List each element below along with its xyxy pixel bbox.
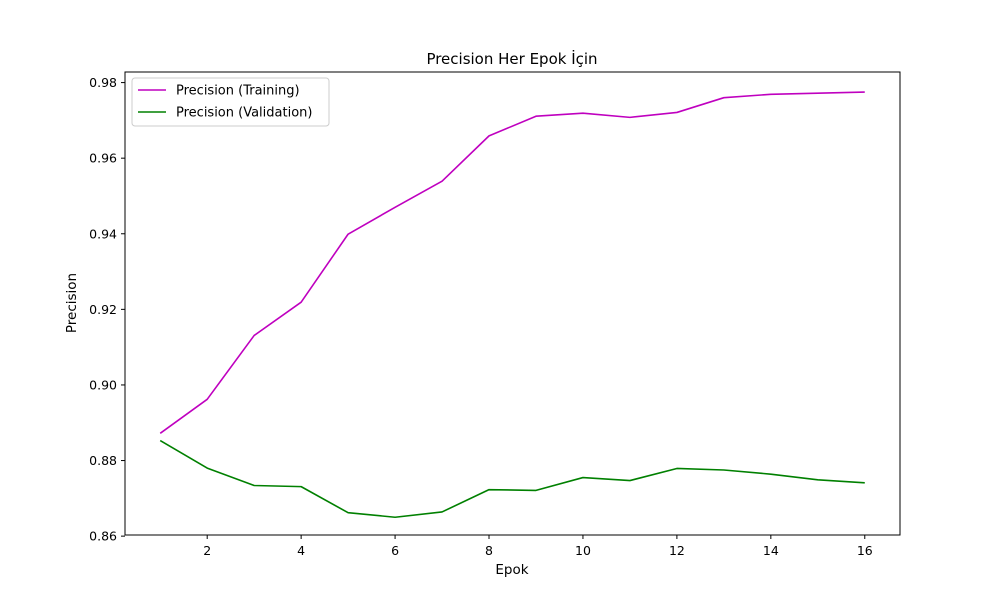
legend-label: Precision (Validation) xyxy=(176,106,312,121)
legend-label: Precision (Training) xyxy=(176,84,300,99)
chart-title: Precision Her Epok İçin xyxy=(426,49,597,68)
x-tick-label: 6 xyxy=(391,543,399,558)
y-tick-label: 0.86 xyxy=(89,529,117,544)
x-tick-label: 12 xyxy=(669,543,685,558)
plot-lines xyxy=(159,91,865,519)
x-tick-label: 14 xyxy=(763,543,779,558)
x-axis-ticks: 2 4 6 8 10 12 14 16 xyxy=(203,535,873,558)
y-axis-ticks: 0.86 0.88 0.90 0.92 0.94 0.96 0.98 xyxy=(89,75,125,544)
y-tick-label: 0.98 xyxy=(89,75,117,90)
y-tick-label: 0.90 xyxy=(89,377,117,392)
legend-box xyxy=(131,77,330,127)
y-tick-label: 0.96 xyxy=(89,151,117,166)
x-tick-label: 10 xyxy=(575,543,591,558)
y-axis-label: Precision xyxy=(64,273,80,333)
y-tick-label: 0.94 xyxy=(89,226,117,241)
x-tick-label: 16 xyxy=(857,543,873,558)
legend: Precision (Training) Precision (Validatio… xyxy=(131,77,330,127)
series-line-validation xyxy=(159,439,865,519)
x-tick-label: 2 xyxy=(203,543,211,558)
plot-frame xyxy=(124,71,901,536)
x-tick-label: 8 xyxy=(485,543,493,558)
series-line-training xyxy=(159,91,865,434)
y-tick-label: 0.92 xyxy=(89,302,117,317)
x-axis-label: Epok xyxy=(495,562,528,578)
y-tick-label: 0.88 xyxy=(89,453,117,468)
x-tick-label: 4 xyxy=(297,543,305,558)
